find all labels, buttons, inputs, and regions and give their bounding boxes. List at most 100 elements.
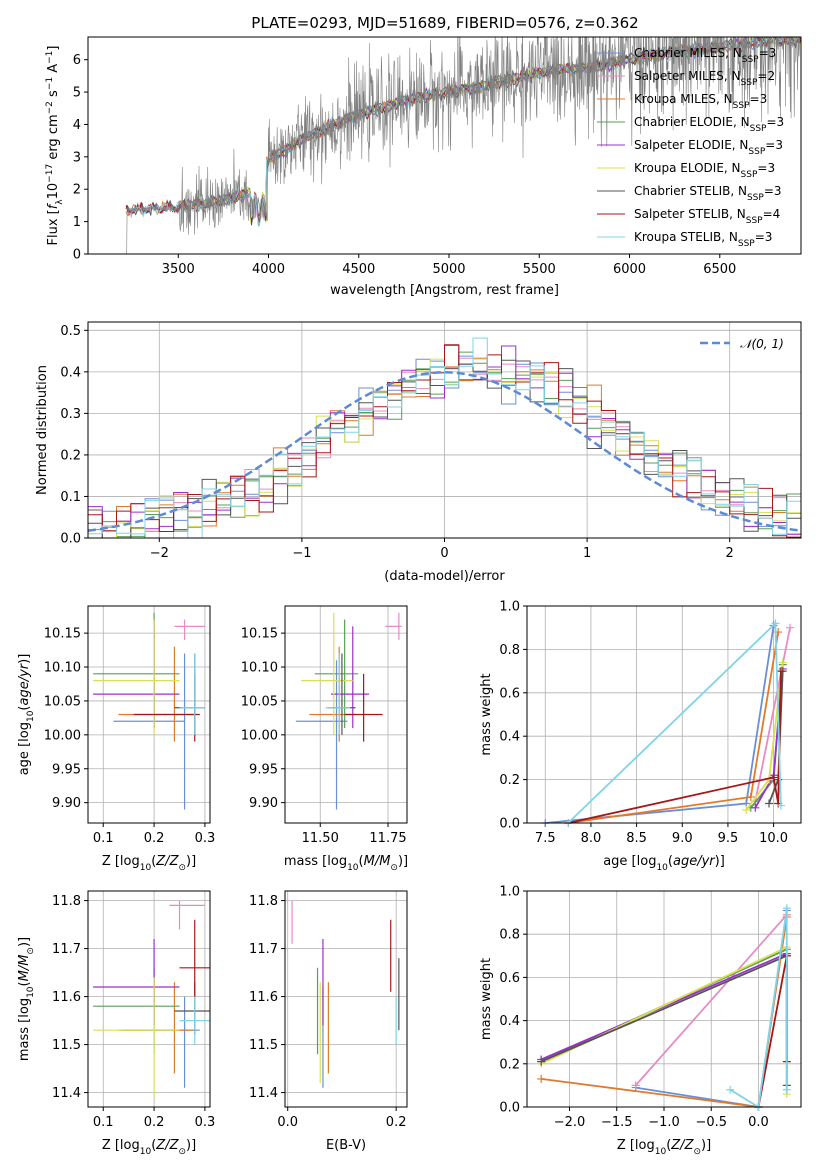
y-tick-label: 11.5 (52, 1038, 81, 1053)
x-tick-label: 6000 (613, 262, 646, 277)
axes-frame (284, 605, 408, 824)
legend-entry: Kroupa MILES, NSSP=3 (634, 92, 767, 111)
y-tick-label: 11.4 (249, 1086, 278, 1101)
x-tick-label: 0.3 (195, 831, 216, 846)
weight-marker (776, 801, 785, 810)
x-axis-label: wavelength [Angstrom, rest frame] (330, 283, 559, 298)
axes-frame (87, 890, 211, 1108)
x-tick-label: 0.2 (144, 831, 165, 846)
legend-entry: Chabrier ELODIE, NSSP=3 (634, 115, 784, 134)
y-tick-label: 0.8 (499, 928, 520, 943)
x-tick-label: 8.5 (626, 831, 647, 846)
y-tick-label: 3 (73, 150, 81, 165)
weight-line (545, 625, 775, 824)
weight-marker (769, 773, 778, 782)
normal-curve (88, 371, 801, 532)
y-tick-label: 6 (73, 53, 81, 68)
x-axis-label: Z [log10(Z/Z⊙)] (102, 854, 196, 873)
x-tick-label: 5000 (432, 262, 465, 277)
y-tick-label: 10.15 (44, 627, 81, 642)
x-tick-label: 0 (440, 546, 448, 561)
mass-vs-Z-panel: 0.1 0.2 0.3 11.4 11.5 11.6 11.7 11.8 Z [log10(Z/… (17, 890, 215, 1157)
age-vs-Z-panel: 0.1 0.2 0.3 9.90 9.95 10.00 10.05 10.10 10.15 Z [… (17, 605, 216, 873)
y-tick-label: 11.4 (52, 1086, 81, 1101)
x-tick-label: −1.5 (601, 1115, 633, 1130)
x-tick-label: 0.1 (93, 1115, 114, 1130)
y-tick-label: 0.2 (499, 773, 520, 788)
y-tick-label: 0.4 (499, 1014, 520, 1029)
y-tick-label: 0.6 (499, 686, 520, 701)
y-tick-label: 10.00 (44, 728, 81, 743)
axes-frame (526, 890, 802, 1108)
x-tick-label: 0.0 (748, 1115, 769, 1130)
x-tick-label: 0.1 (93, 831, 114, 846)
y-tick-label: 10.00 (241, 728, 278, 743)
x-tick-label: 4500 (342, 262, 375, 277)
y-tick-label: 1.0 (499, 600, 520, 615)
y-axis-label: Normed distribution (35, 365, 50, 495)
weight-vs-age-panel: 7.5 8.0 8.5 9.0 9.5 10.0 0.0 0.2 0.4 0.6 0.8 1.0 age… (479, 600, 802, 873)
y-axis-label: mass weight (479, 673, 494, 755)
weight-line (757, 955, 788, 1108)
legend-entry: Salpeter STELIB, NSSP=4 (634, 207, 780, 226)
weight-marker (765, 799, 774, 808)
y-tick-label: 10.10 (241, 661, 278, 676)
x-tick-label: 0.2 (386, 1115, 407, 1130)
y-tick-label: 11.6 (249, 990, 278, 1005)
weight-marker (751, 803, 760, 812)
legend-entry: Chabrier MILES, NSSP=3 (634, 46, 776, 65)
weight-vs-Z-panel: −2.0 −1.5 −1.0 −0.5 0.0 0.0 0.2 0.4 0.6 0.8 1.0 Z [… (479, 885, 802, 1157)
mass-vs-EBV-panel: 0.0 0.2 11.4 11.5 11.6 11.7 11.8 E(B-V) (249, 890, 408, 1153)
axes-frame (87, 36, 802, 255)
y-axis-label: mass weight (479, 958, 494, 1040)
x-tick-label: 9.5 (718, 831, 739, 846)
y-tick-label: 11.8 (52, 894, 81, 909)
x-axis-label: E(B-V) (326, 1138, 366, 1153)
y-tick-label: 11.6 (52, 990, 81, 1005)
y-tick-label: 9.95 (52, 762, 81, 777)
x-tick-label: 0.2 (144, 1115, 165, 1130)
axes-frame (87, 321, 802, 539)
weight-marker (537, 1057, 546, 1066)
weight-marker (786, 623, 795, 632)
weight-line (729, 908, 788, 1109)
x-axis-label: Z [log10(Z/Z⊙)] (617, 1138, 711, 1157)
x-tick-label: −2.0 (554, 1115, 586, 1130)
weight-line (567, 631, 780, 824)
legend-entry: Kroupa STELIB, NSSP=3 (634, 230, 772, 249)
x-tick-label: 11.75 (369, 831, 406, 846)
x-tick-label: 10.0 (759, 831, 788, 846)
x-tick-label: 9.0 (672, 831, 693, 846)
x-axis-label: mass [log10(M/M⊙)] (284, 854, 408, 873)
y-tick-label: 10.05 (241, 694, 278, 709)
x-tick-label: 7.5 (535, 831, 556, 846)
weight-line (567, 671, 782, 824)
weight-marker (742, 805, 751, 814)
legend-entry: 𝒩(0, 1) (740, 337, 784, 351)
weight-marker (746, 792, 755, 801)
x-tick-label: 2 (726, 546, 734, 561)
axes-frame (87, 605, 211, 824)
y-tick-label: 0.3 (60, 407, 81, 422)
weight-line (635, 914, 788, 1086)
y-tick-label: 9.95 (249, 762, 278, 777)
y-tick-label: 1 (73, 215, 81, 230)
y-tick-label: 0.1 (60, 490, 81, 505)
histogram-step (88, 337, 801, 538)
y-tick-label: 5 (73, 86, 81, 101)
weight-marker (726, 1085, 735, 1094)
x-tick-label: −0.5 (695, 1115, 727, 1130)
x-tick-label: 4000 (252, 262, 285, 277)
y-tick-label: 0.2 (60, 448, 81, 463)
x-axis-label: (data-model)/error (384, 569, 505, 584)
y-tick-label: 0.5 (60, 324, 81, 339)
x-tick-label: −2 (150, 546, 169, 561)
weight-marker (771, 619, 780, 628)
legend-entry: Salpeter MILES, NSSP=2 (634, 69, 775, 88)
legend-entry: Kroupa ELODIE, NSSP=3 (634, 161, 775, 180)
y-tick-label: 10.15 (241, 627, 278, 642)
weight-line (540, 952, 788, 1061)
y-axis-label: Flux [fλ10−17 erg cm−2 s−1 A−1] (45, 46, 65, 246)
y-tick-label: 0 (73, 248, 81, 263)
